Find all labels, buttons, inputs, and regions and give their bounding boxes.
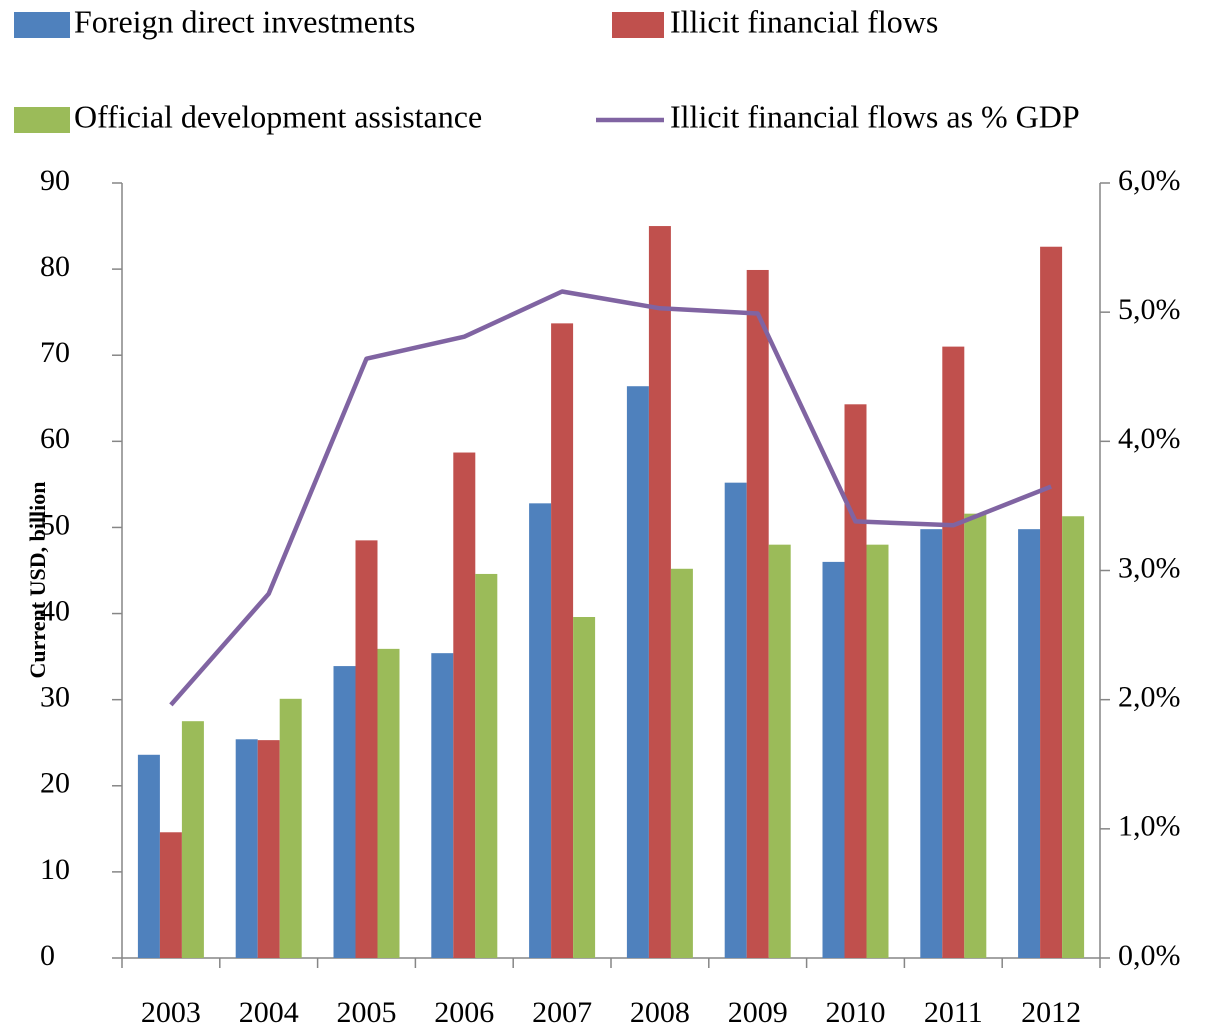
y-axis-label: Current USD, billion (25, 481, 50, 678)
y-tick-label: 0 (40, 939, 55, 972)
y-tick-label: 40 (40, 594, 70, 627)
line (169, 289, 1052, 707)
x-tick-label: 2003 (141, 996, 201, 1029)
bar (333, 666, 356, 958)
x-tick-label: 2012 (1021, 996, 1081, 1029)
bar (724, 482, 747, 958)
x-tick-label: 2010 (826, 996, 886, 1029)
x-tick-label: 2007 (532, 996, 592, 1029)
y2-tick-label: 5,0% (1118, 293, 1181, 326)
legend-label: Illicit financial flows (670, 3, 938, 39)
y2-tick-label: 1,0% (1118, 810, 1181, 843)
y-tick-label: 30 (40, 681, 70, 714)
x-tick-label: 2006 (434, 996, 494, 1029)
y-tick-label: 60 (40, 422, 70, 455)
legend-label: Foreign direct investments (74, 3, 415, 39)
bar (475, 573, 498, 958)
bar (377, 648, 400, 958)
y-tick-label: 50 (40, 508, 70, 541)
legend-swatch (14, 12, 70, 38)
x-tick-label: 2011 (924, 996, 983, 1029)
y-tick-label: 80 (40, 250, 70, 283)
x-tick-label: 2009 (728, 996, 788, 1029)
bar (159, 832, 182, 958)
bar (355, 540, 378, 958)
legend-swatch (14, 107, 70, 133)
bar (626, 386, 649, 958)
x-tick-label: 2004 (239, 996, 299, 1029)
y2-tick-label: 0,0% (1118, 939, 1181, 972)
bar (279, 698, 302, 958)
bar (235, 739, 258, 958)
bar (1062, 516, 1085, 958)
bar (866, 544, 889, 958)
bar (551, 323, 574, 959)
bar (529, 503, 552, 958)
bar (181, 721, 204, 958)
bar (822, 561, 845, 958)
y2-tick-label: 3,0% (1118, 551, 1181, 584)
bar (746, 269, 769, 958)
y2-tick-label: 4,0% (1118, 422, 1181, 455)
bar (648, 226, 671, 959)
bar (573, 617, 596, 958)
x-tick-label: 2008 (630, 996, 690, 1029)
y-tick-label: 10 (40, 853, 70, 886)
bar (1040, 246, 1063, 958)
x-tick-label: 2005 (337, 996, 397, 1029)
legend-swatch (612, 12, 664, 38)
bar (431, 653, 454, 958)
bar (768, 544, 791, 958)
bar (920, 529, 943, 958)
y-tick-label: 90 (40, 164, 70, 197)
legend-label: Official development assistance (74, 98, 482, 134)
bar (670, 568, 693, 958)
bar (942, 346, 965, 959)
y2-tick-label: 6,0% (1118, 164, 1181, 197)
bar (137, 754, 160, 958)
bar (257, 740, 280, 958)
y2-tick-label: 2,0% (1118, 681, 1181, 714)
bar (844, 404, 867, 958)
y-tick-label: 70 (40, 336, 70, 369)
legend-label: Illicit financial flows as % GDP (670, 98, 1080, 134)
bar (453, 452, 476, 958)
bar (964, 513, 987, 958)
bar (1018, 529, 1041, 958)
y-tick-label: 20 (40, 767, 70, 800)
